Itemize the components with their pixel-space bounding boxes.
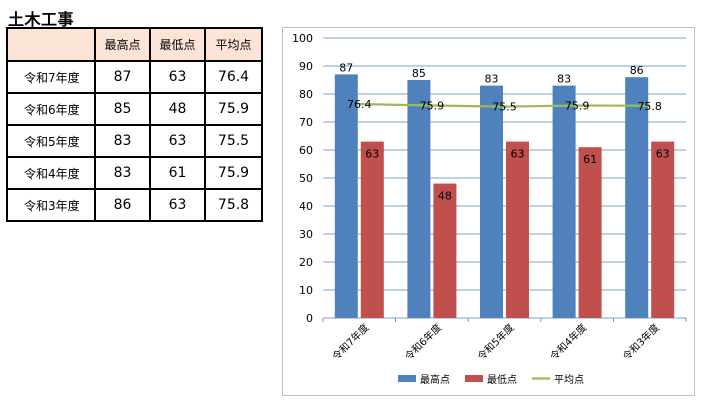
data-label-avg: 75.8 xyxy=(637,100,662,113)
page-title: 土木工事 xyxy=(8,10,75,29)
x-tick-label: 令和5年度 xyxy=(475,321,517,363)
cell-max: 83 xyxy=(94,124,151,158)
x-tick-label: 令和3年度 xyxy=(620,321,662,363)
cell-max: 87 xyxy=(94,60,151,94)
cell-avg: 75.9 xyxy=(204,92,263,126)
data-label-min: 63 xyxy=(511,148,525,161)
header-cell-avg: 平均点 xyxy=(204,27,263,62)
score-table: 最高点 最低点 平均点 令和7年度 87 63 76.4 令和6年度 85 48… xyxy=(6,27,263,222)
cell-avg: 75.8 xyxy=(204,188,263,222)
header-cell-blank xyxy=(6,27,96,62)
cell-min: 63 xyxy=(149,188,206,222)
cell-avg: 75.9 xyxy=(204,156,263,190)
data-label-max: 83 xyxy=(485,73,499,86)
y-tick-label: 90 xyxy=(299,60,313,73)
data-label-avg: 75.9 xyxy=(565,99,590,112)
bar-min xyxy=(651,141,675,318)
avg-line xyxy=(359,102,650,108)
cell-max: 85 xyxy=(94,92,151,126)
row-label: 令和7年度 xyxy=(6,60,96,94)
y-tick-label: 30 xyxy=(299,228,313,241)
data-label-max: 85 xyxy=(412,67,426,80)
data-label-max: 83 xyxy=(557,73,571,86)
legend-swatch xyxy=(465,375,483,382)
bar-max xyxy=(480,85,503,318)
bar-min xyxy=(506,141,529,318)
table-row: 令和5年度 83 63 75.5 xyxy=(6,124,263,158)
row-label: 令和6年度 xyxy=(6,92,96,126)
row-label: 令和5年度 xyxy=(6,124,96,158)
data-label-avg: 75.9 xyxy=(420,99,445,112)
y-tick-label: 80 xyxy=(299,88,313,101)
x-tick-label: 令和6年度 xyxy=(402,321,444,363)
legend-swatch xyxy=(398,375,416,382)
table-header-row: 最高点 最低点 平均点 xyxy=(6,27,263,62)
y-tick-label: 100 xyxy=(292,32,313,45)
table-row: 令和7年度 87 63 76.4 xyxy=(6,60,263,94)
x-tick-label: 令和7年度 xyxy=(329,321,371,363)
table-row: 令和6年度 85 48 75.9 xyxy=(6,92,263,126)
score-chart: 0 10 20 30 40 50 60 70 80 90 100 87 85 83 83 86 63 48 63 61… xyxy=(292,32,687,386)
y-tick-label: 40 xyxy=(299,200,313,213)
data-label-avg: 75.5 xyxy=(492,101,517,114)
cell-min: 48 xyxy=(149,92,206,126)
bar-max xyxy=(625,77,649,318)
y-tick-label: 20 xyxy=(299,256,313,269)
cell-avg: 76.4 xyxy=(204,60,263,94)
chart-frame: 0 10 20 30 40 50 60 70 80 90 100 87 85 83 83 86 63 48 63 61… xyxy=(282,27,695,396)
bar-min xyxy=(578,147,602,318)
cell-min: 63 xyxy=(149,60,206,94)
cell-min: 61 xyxy=(149,156,206,190)
header-cell-max: 最高点 xyxy=(94,27,151,62)
row-label: 令和4年度 xyxy=(6,156,96,190)
row-label: 令和3年度 xyxy=(6,188,96,222)
data-label-min: 61 xyxy=(583,153,597,166)
x-tick-label: 令和4年度 xyxy=(547,321,589,363)
bar-max xyxy=(334,74,358,319)
cell-max: 83 xyxy=(94,156,151,190)
cell-max: 86 xyxy=(94,188,151,222)
cell-min: 63 xyxy=(149,124,206,158)
data-label-min: 48 xyxy=(438,190,452,203)
data-label-min: 63 xyxy=(365,148,379,161)
cell-avg: 75.5 xyxy=(204,124,263,158)
data-label-avg: 76.4 xyxy=(347,98,372,111)
y-tick-label: 50 xyxy=(299,172,313,185)
y-tick-label: 0 xyxy=(306,312,313,325)
data-label-max: 86 xyxy=(630,64,644,77)
bar-max xyxy=(407,80,431,318)
legend-label: 最高点 xyxy=(420,373,450,386)
legend-label: 平均点 xyxy=(554,374,584,386)
table-row: 令和4年度 83 61 75.9 xyxy=(6,156,263,190)
table-row: 令和3年度 86 63 75.8 xyxy=(6,188,263,222)
y-tick-label: 60 xyxy=(299,144,313,157)
bar-max xyxy=(552,85,576,318)
data-label-max: 87 xyxy=(339,61,353,74)
y-tick-label: 70 xyxy=(299,116,313,129)
bar-min xyxy=(360,141,384,318)
legend-label: 最低点 xyxy=(487,373,517,386)
y-tick-label: 10 xyxy=(299,284,313,297)
header-cell-min: 最低点 xyxy=(149,27,206,62)
bar-min xyxy=(433,183,457,318)
data-label-min: 63 xyxy=(656,148,670,161)
